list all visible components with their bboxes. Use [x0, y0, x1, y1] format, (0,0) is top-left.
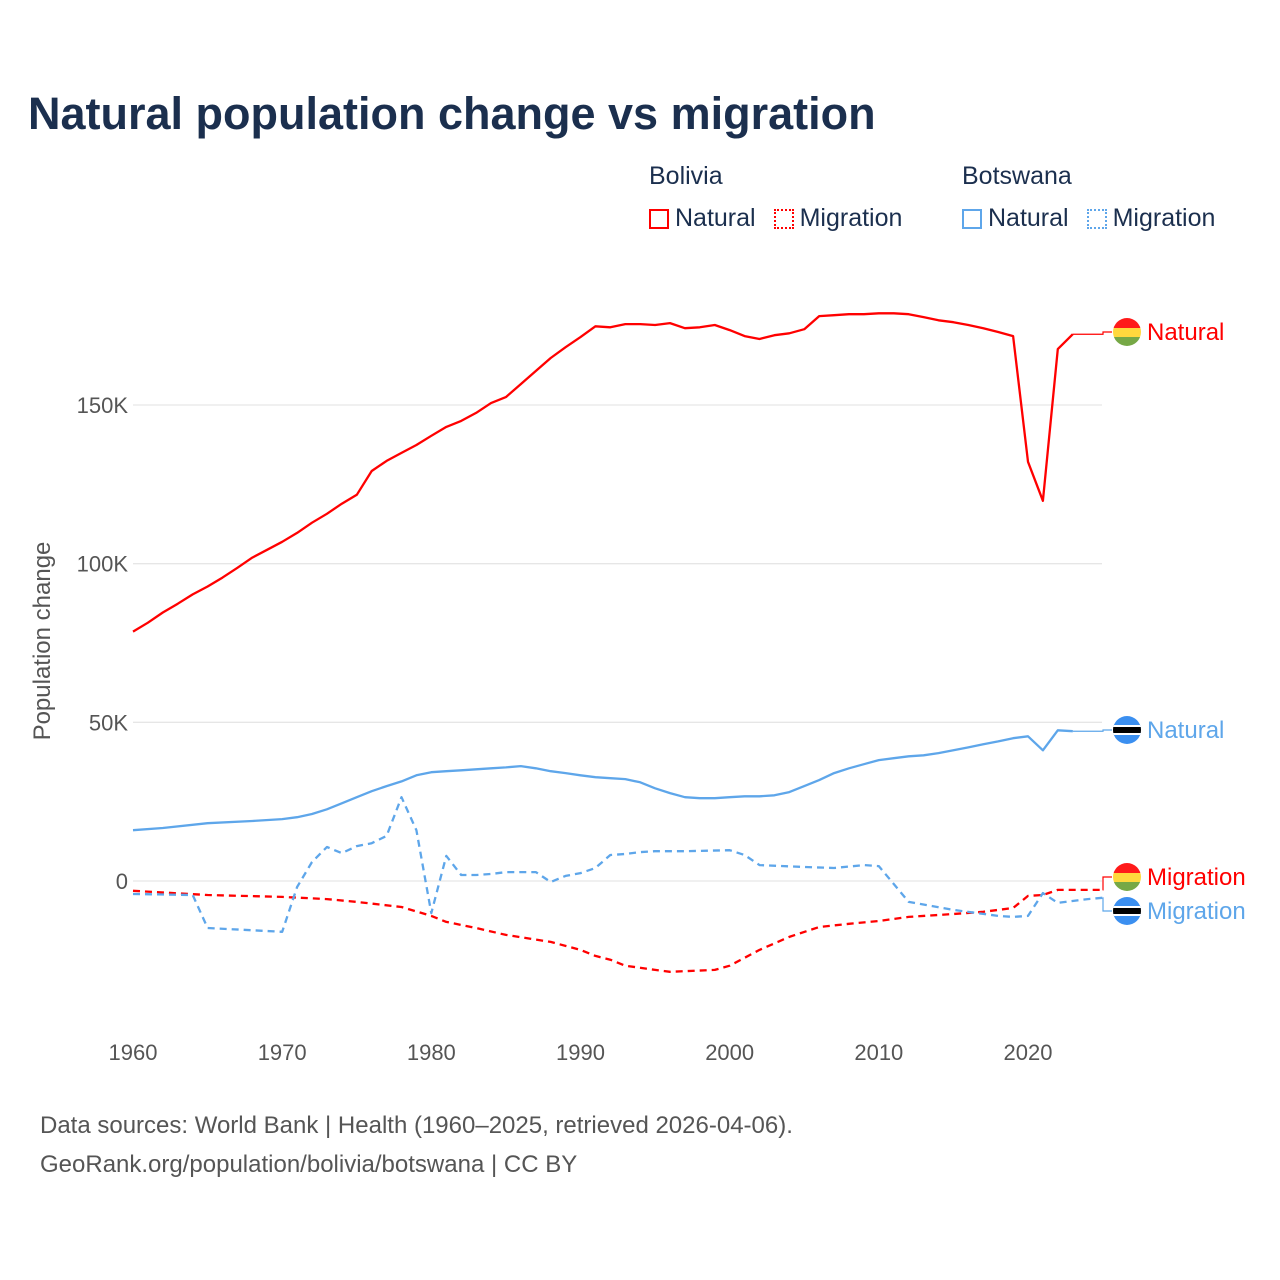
chart-title: Natural population change vs migration	[28, 88, 876, 139]
series-line-bolivia-migration	[132, 888, 1103, 973]
series-line-bolivia-natural	[132, 312, 1074, 633]
y-tick-label: 50K	[89, 710, 128, 735]
botswana-flag-icon	[1113, 897, 1141, 925]
flag-stripe-red	[1113, 318, 1141, 328]
x-tick-label: 1960	[109, 1040, 158, 1065]
legend-item-bolivia-natural[interactable]: Natural	[649, 204, 756, 233]
flag-stripe-black	[1113, 908, 1141, 914]
y-axis-label: Population change	[29, 542, 56, 741]
x-tick-label: 1980	[407, 1040, 456, 1065]
x-tick-label: 2010	[854, 1040, 903, 1065]
legend-label: Migration	[799, 204, 903, 232]
bolivia-flag-icon	[1113, 318, 1141, 346]
end-label-connector	[1102, 897, 1112, 912]
end-label: Natural	[1147, 717, 1224, 744]
flag-stripe-green	[1113, 337, 1141, 346]
flag-stripes	[1113, 897, 1141, 925]
end-label: Migration	[1147, 864, 1246, 891]
end-label-connector	[1072, 729, 1112, 732]
legend-swatch-dotted-icon	[773, 208, 794, 229]
x-tick-label: 1990	[556, 1040, 605, 1065]
flag-stripe-green	[1113, 882, 1141, 891]
legend-botswana: Botswana Natural Migration	[962, 162, 1215, 233]
flag-stripes	[1113, 716, 1141, 744]
legend-country: Bolivia	[649, 162, 723, 190]
legend-swatch-solid-icon	[962, 208, 982, 229]
legend-item-bolivia-migration[interactable]: Migration	[773, 204, 903, 233]
legend-label: Natural	[675, 204, 756, 232]
botswana-flag-icon	[1113, 716, 1141, 744]
flag-stripes	[1113, 863, 1141, 891]
legend-bolivia: Bolivia Natural Migration	[649, 162, 902, 233]
flag-stripes	[1113, 318, 1141, 346]
x-tick-label: 1970	[258, 1040, 307, 1065]
y-tick-label: 150K	[77, 393, 129, 418]
end-label-connector	[1072, 331, 1112, 335]
y-tick-label: 0	[116, 869, 128, 894]
legend-label: Migration	[1112, 204, 1216, 232]
flag-stripe-yellow	[1113, 328, 1141, 337]
legend-item-botswana-migration[interactable]: Migration	[1086, 204, 1216, 233]
x-tick-label: 2000	[705, 1040, 754, 1065]
legend-item-botswana-natural[interactable]: Natural	[962, 204, 1069, 233]
legend-country: Botswana	[962, 162, 1072, 190]
footer-link[interactable]: GeoRank.org/population/bolivia/botswana …	[40, 1151, 578, 1178]
legend-swatch-solid-icon	[649, 208, 669, 229]
end-label: Natural	[1147, 319, 1224, 346]
end-label-connector	[1102, 876, 1112, 891]
end-label: Migration	[1147, 898, 1246, 925]
flag-stripe-yellow	[1113, 873, 1141, 882]
flag-stripe-red	[1113, 863, 1141, 873]
footer-source: Data sources: World Bank | Health (1960–…	[40, 1112, 793, 1139]
x-tick-label: 2020	[1004, 1040, 1053, 1065]
y-tick-label: 100K	[77, 552, 129, 577]
series-line-botswana-natural	[132, 729, 1073, 832]
bolivia-flag-icon	[1113, 863, 1141, 891]
legend-label: Natural	[988, 204, 1069, 232]
legend-swatch-dotted-icon	[1086, 208, 1107, 229]
flag-stripe-black	[1113, 727, 1141, 733]
series-line-botswana-migration	[132, 796, 1103, 933]
footer: Data sources: World Bank | Health (1960–…	[40, 1106, 793, 1184]
